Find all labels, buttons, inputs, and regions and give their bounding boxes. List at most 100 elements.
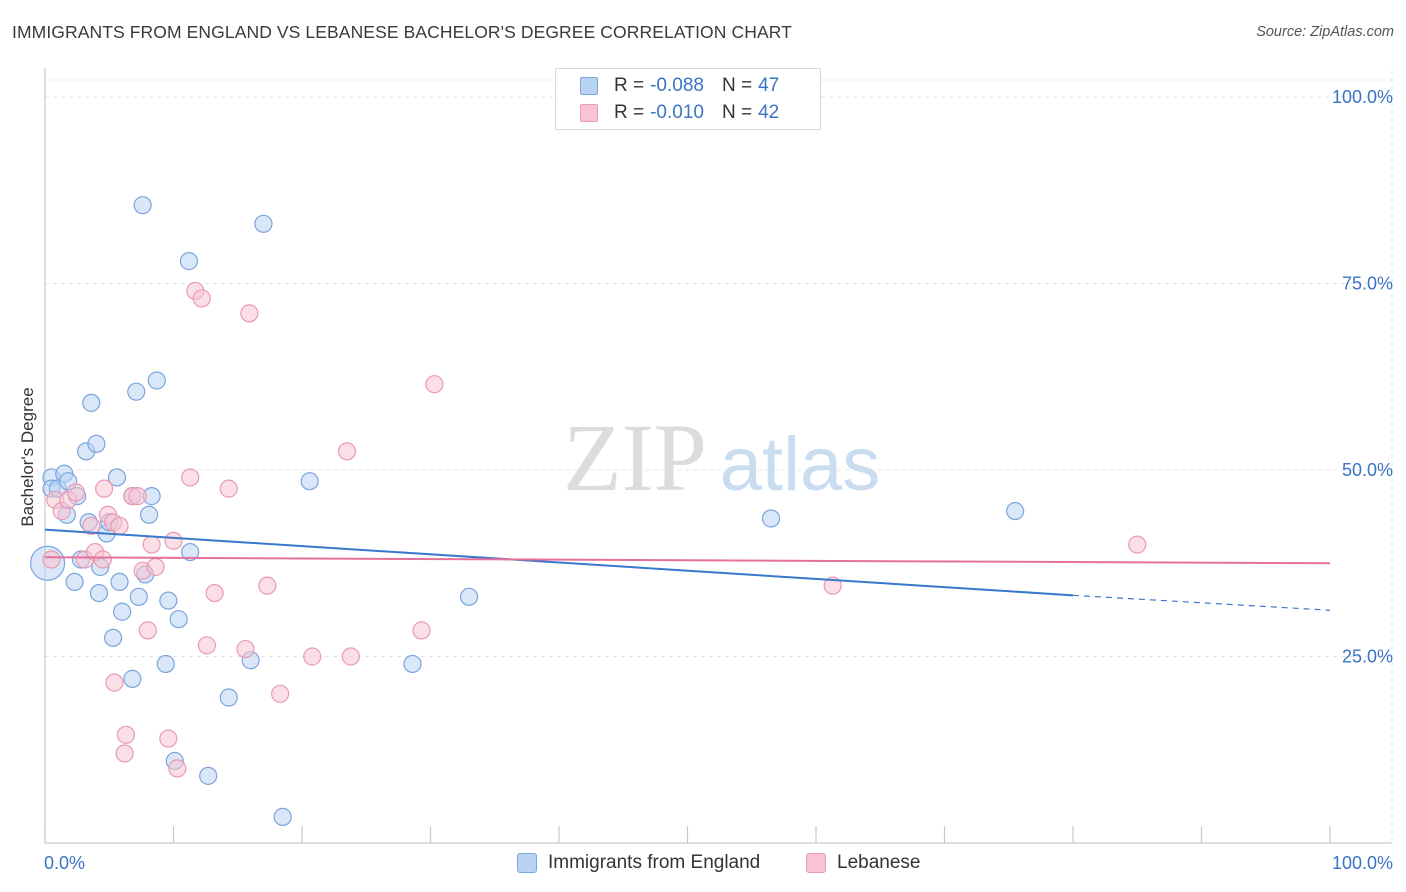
england-point bbox=[82, 393, 101, 412]
england-point bbox=[65, 572, 84, 592]
england-point bbox=[179, 252, 199, 271]
legend-n-label: N = bbox=[721, 102, 753, 123]
england-point bbox=[112, 602, 132, 621]
lebanese-point bbox=[1128, 535, 1147, 554]
trendline-england bbox=[44, 528, 1074, 597]
legend-r-value: -0.010 bbox=[650, 102, 704, 123]
lebanese-point bbox=[303, 647, 322, 666]
lebanese-point bbox=[341, 647, 360, 666]
lebanese-point bbox=[197, 636, 217, 655]
lebanese-point bbox=[146, 557, 165, 577]
england-point bbox=[107, 468, 127, 487]
legend-label-lebanese: Lebanese bbox=[837, 852, 921, 873]
england-point bbox=[129, 587, 148, 606]
lebanese-point bbox=[823, 576, 842, 595]
england-point bbox=[403, 654, 422, 674]
tick-labels: 100.0% 75.0% 50.0% 25.0% 0.0% 100.0% bbox=[44, 87, 1393, 873]
england-point bbox=[459, 587, 479, 606]
lebanese-point bbox=[205, 583, 224, 603]
grid-lines bbox=[45, 70, 1393, 843]
watermark-zip: ZIP bbox=[563, 404, 707, 511]
lebanese-point bbox=[116, 725, 136, 744]
lebanese-point bbox=[138, 621, 157, 640]
trendline-england-extension bbox=[1072, 594, 1331, 611]
england-point bbox=[273, 807, 292, 826]
series-england-points bbox=[29, 196, 1025, 826]
lebanese-point bbox=[240, 304, 259, 323]
lebanese-point bbox=[142, 535, 161, 554]
england-point bbox=[87, 434, 106, 453]
lebanese-point bbox=[110, 516, 129, 536]
legend-row-england: R = -0.088 N = 47 bbox=[580, 74, 779, 98]
y-tick-label: 100.0% bbox=[1332, 87, 1393, 107]
england-point bbox=[199, 766, 218, 785]
legend-stats: R = -0.088 N = 47 R = -0.010 N = 42 bbox=[555, 68, 821, 130]
england-point bbox=[169, 610, 188, 629]
legend-r-label: R = bbox=[614, 75, 645, 96]
england-point bbox=[254, 214, 273, 233]
lebanese-point bbox=[168, 759, 187, 778]
legend-series: Immigrants from England Lebanese bbox=[0, 850, 1406, 878]
lebanese-point bbox=[412, 621, 431, 640]
x-tick-label: 0.0% bbox=[44, 853, 85, 873]
england-point bbox=[159, 591, 178, 610]
legend-item-england[interactable]: Immigrants from England bbox=[517, 852, 760, 874]
england-point bbox=[133, 196, 152, 215]
lebanese-point bbox=[192, 289, 211, 308]
england-point bbox=[1006, 501, 1025, 521]
y-tick-label: 75.0% bbox=[1342, 274, 1393, 294]
lebanese-point bbox=[115, 744, 134, 763]
y-tick-label: 25.0% bbox=[1342, 647, 1393, 667]
england-point bbox=[127, 382, 146, 401]
legend-r-value: -0.088 bbox=[650, 75, 704, 96]
legend-n-value: 47 bbox=[758, 75, 780, 96]
legend-swatch-lebanese bbox=[580, 104, 598, 122]
lebanese-point bbox=[425, 375, 444, 394]
source-label: Source: ZipAtlas.com bbox=[1256, 24, 1394, 40]
england-point bbox=[761, 509, 781, 528]
england-point bbox=[147, 371, 166, 390]
lebanese-point bbox=[159, 729, 178, 748]
series-lebanese-points bbox=[42, 281, 1147, 778]
legend-swatch-lebanese bbox=[806, 853, 826, 873]
lebanese-point bbox=[271, 684, 290, 703]
lebanese-point bbox=[105, 673, 124, 692]
lebanese-point bbox=[181, 468, 200, 487]
legend-label-england: Immigrants from England bbox=[548, 852, 761, 873]
legend-n-value: 42 bbox=[758, 102, 780, 123]
trend-lines bbox=[44, 528, 1331, 611]
legend-n-label: N = bbox=[721, 75, 753, 96]
legend-item-lebanese[interactable]: Lebanese bbox=[806, 852, 920, 874]
legend-r-label: R = bbox=[614, 102, 645, 123]
england-point bbox=[110, 572, 129, 592]
lebanese-point bbox=[42, 550, 61, 569]
lebanese-point bbox=[219, 479, 238, 498]
lebanese-point bbox=[93, 550, 112, 569]
lebanese-point bbox=[95, 479, 114, 498]
england-point bbox=[300, 472, 319, 491]
chart-title: IMMIGRANTS FROM ENGLAND VS LEBANESE BACH… bbox=[12, 22, 792, 42]
legend-swatch-england bbox=[517, 853, 537, 873]
x-tick-label: 100.0% bbox=[1332, 853, 1393, 873]
legend-swatch-england bbox=[580, 77, 598, 95]
lebanese-point bbox=[164, 531, 183, 550]
england-point bbox=[104, 628, 123, 647]
trendline-lebanese bbox=[44, 556, 1331, 565]
y-axis-title: Bachelor's Degree bbox=[18, 387, 37, 527]
england-point bbox=[89, 583, 109, 603]
england-point bbox=[181, 542, 200, 562]
england-point bbox=[219, 688, 238, 707]
y-tick-label: 50.0% bbox=[1342, 460, 1393, 480]
legend-row-lebanese: R = -0.010 N = 42 bbox=[580, 101, 779, 125]
lebanese-point bbox=[258, 576, 277, 595]
lebanese-point bbox=[236, 639, 255, 659]
lebanese-point bbox=[128, 487, 147, 506]
england-point bbox=[156, 654, 175, 674]
axes bbox=[44, 68, 1392, 844]
england-point bbox=[123, 669, 142, 688]
england-point bbox=[139, 505, 159, 524]
lebanese-point bbox=[82, 516, 101, 536]
watermark-atlas: atlas bbox=[720, 422, 881, 507]
lebanese-point bbox=[337, 442, 357, 461]
